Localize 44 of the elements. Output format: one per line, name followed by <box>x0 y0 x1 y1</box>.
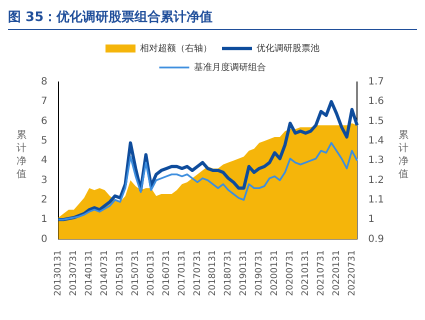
y2-tick-label: 0.9 <box>368 234 384 245</box>
y-tick-label: 6 <box>40 116 48 127</box>
x-tick-label: 20210731 <box>316 250 326 296</box>
x-tick-label: 20210131 <box>300 250 311 296</box>
x-tick-label: 20160131 <box>146 250 156 296</box>
y-tick-label: 1 <box>40 214 48 226</box>
y2-tick-label: 1 <box>368 214 374 226</box>
y-tick-label: 7 <box>40 96 48 108</box>
y-tick-label: 3 <box>40 174 48 186</box>
x-tick-label: 20170131 <box>177 250 188 296</box>
x-tick-label: 20140131 <box>84 250 95 296</box>
y-axis-title: 累计净值 <box>16 129 27 181</box>
y-tick-label: 5 <box>40 136 48 147</box>
x-tick-label: 20220131 <box>332 250 342 296</box>
y2-tick-label: 1.3 <box>368 155 384 166</box>
chart-title: 图 35：优化调研股票组合累计净值 <box>8 8 417 30</box>
y2-tick-label: 1.7 <box>368 76 384 88</box>
y2-tick-label: 1.1 <box>368 194 384 206</box>
x-tick-label: 20150731 <box>130 250 141 296</box>
y-tick-label: 0 <box>40 234 48 245</box>
x-tick-label: 20130131 <box>54 250 64 296</box>
x-tick-label: 20150131 <box>116 250 126 296</box>
y2-tick-label: 1.4 <box>368 136 384 147</box>
x-tick-label: 20180131 <box>208 250 218 296</box>
y2-tick-label: 1.2 <box>368 174 384 186</box>
y2-axis-title: 累计净值 <box>398 129 409 181</box>
x-tick-label: 20130731 <box>69 250 80 296</box>
x-tick-label: 20180731 <box>224 250 234 296</box>
x-tick-label: 20190131 <box>239 250 250 296</box>
y2-tick-label: 1.6 <box>368 96 384 108</box>
legend-label: 相对超额（右轴） <box>140 42 212 54</box>
x-tick-label: 20140731 <box>100 250 110 296</box>
x-tick-label: 20170731 <box>192 250 203 296</box>
y-tick-label: 2 <box>40 194 48 206</box>
y-tick-label: 4 <box>40 155 48 166</box>
x-tick-label: 20200731 <box>285 250 296 296</box>
y2-tick-label: 1.5 <box>368 116 384 127</box>
legend-label: 优化调研股票池 <box>256 42 320 54</box>
x-tick-label: 20190731 <box>254 250 265 296</box>
legend-label: 基准月度调研组合 <box>194 62 266 73</box>
x-tick-label: 20200131 <box>270 250 280 296</box>
x-tick-label: 20160731 <box>162 250 172 296</box>
x-tick-label: 20220731 <box>347 250 358 296</box>
y-tick-label: 8 <box>40 76 48 88</box>
